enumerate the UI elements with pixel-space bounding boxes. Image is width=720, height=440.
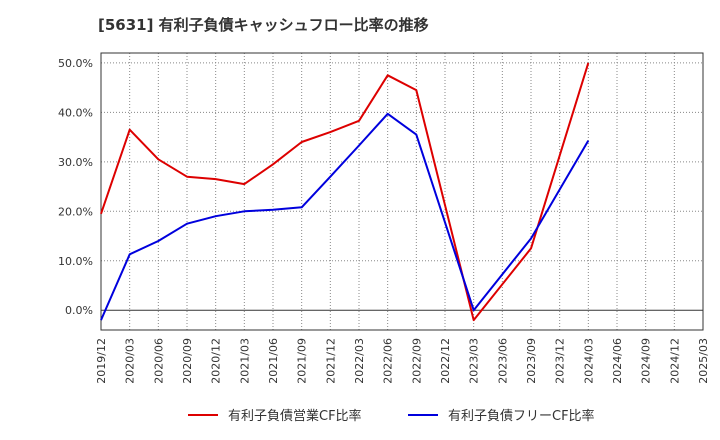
y-tick-label: 10.0% [58, 255, 93, 268]
x-tick-label: 2025/03 [697, 338, 710, 384]
x-tick-label: 2020/12 [210, 338, 223, 384]
legend-label: 有利子負債営業CF比率 [228, 408, 362, 424]
x-tick-label: 2022/03 [353, 338, 366, 384]
legend: 有利子負債営業CF比率 有利子負債フリーCF比率 [188, 408, 595, 424]
x-tick-label: 2024/09 [640, 338, 653, 384]
x-tick-label: 2021/12 [324, 338, 337, 384]
x-tick-label: 2021/06 [267, 338, 280, 384]
series-layer [100, 62, 590, 322]
x-tick-label: 2020/06 [152, 338, 165, 384]
y-tick-label: 0.0% [65, 304, 93, 317]
x-tick-label: 2023/12 [554, 338, 567, 384]
grid-layer [100, 53, 704, 330]
y-axis-ticks: 0.0% 10.0% 20.0% 30.0% 40.0% 50.0% [58, 57, 93, 317]
chart-title: [5631] 有利子負債キャッシュフロー比率の推移 [98, 16, 429, 34]
x-tick-label: 2022/06 [382, 338, 395, 384]
x-tick-label: 2023/03 [468, 338, 481, 384]
x-tick-label: 2020/09 [181, 338, 194, 384]
y-tick-label: 50.0% [58, 57, 93, 70]
x-tick-label: 2021/03 [238, 338, 251, 384]
series-line-operating-cf [100, 62, 590, 322]
x-tick-label: 2020/03 [124, 338, 137, 384]
x-tick-label: 2019/12 [95, 338, 108, 384]
x-tick-label: 2023/06 [496, 338, 509, 384]
x-tick-label: 2024/03 [582, 338, 595, 384]
y-tick-label: 40.0% [58, 106, 93, 119]
x-tick-label: 2022/12 [439, 338, 452, 384]
x-tick-label: 2021/09 [296, 338, 309, 384]
series-line-free-cf [100, 112, 590, 321]
legend-label: 有利子負債フリーCF比率 [448, 408, 595, 424]
plot-area-frame [100, 52, 704, 331]
x-tick-label: 2024/12 [668, 338, 681, 384]
y-tick-label: 20.0% [58, 205, 93, 218]
x-tick-label: 2024/06 [611, 338, 624, 384]
x-tick-label: 2023/09 [525, 338, 538, 384]
y-tick-label: 30.0% [58, 156, 93, 169]
x-axis-ticks: 2019/12 2020/03 2020/06 2020/09 2020/12 2021/… [95, 338, 710, 384]
x-tick-label: 2022/09 [410, 338, 423, 384]
